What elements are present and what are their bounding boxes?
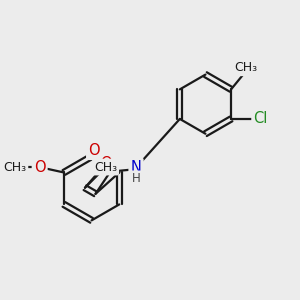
Text: N: N (130, 160, 142, 175)
Text: O: O (100, 156, 112, 171)
Text: O: O (34, 160, 46, 175)
Text: H: H (132, 172, 140, 185)
Text: CH₃: CH₃ (234, 61, 257, 74)
Text: Cl: Cl (254, 111, 268, 126)
Text: CH₃: CH₃ (3, 161, 26, 174)
Text: CH₃: CH₃ (94, 160, 117, 173)
Text: O: O (88, 143, 100, 158)
